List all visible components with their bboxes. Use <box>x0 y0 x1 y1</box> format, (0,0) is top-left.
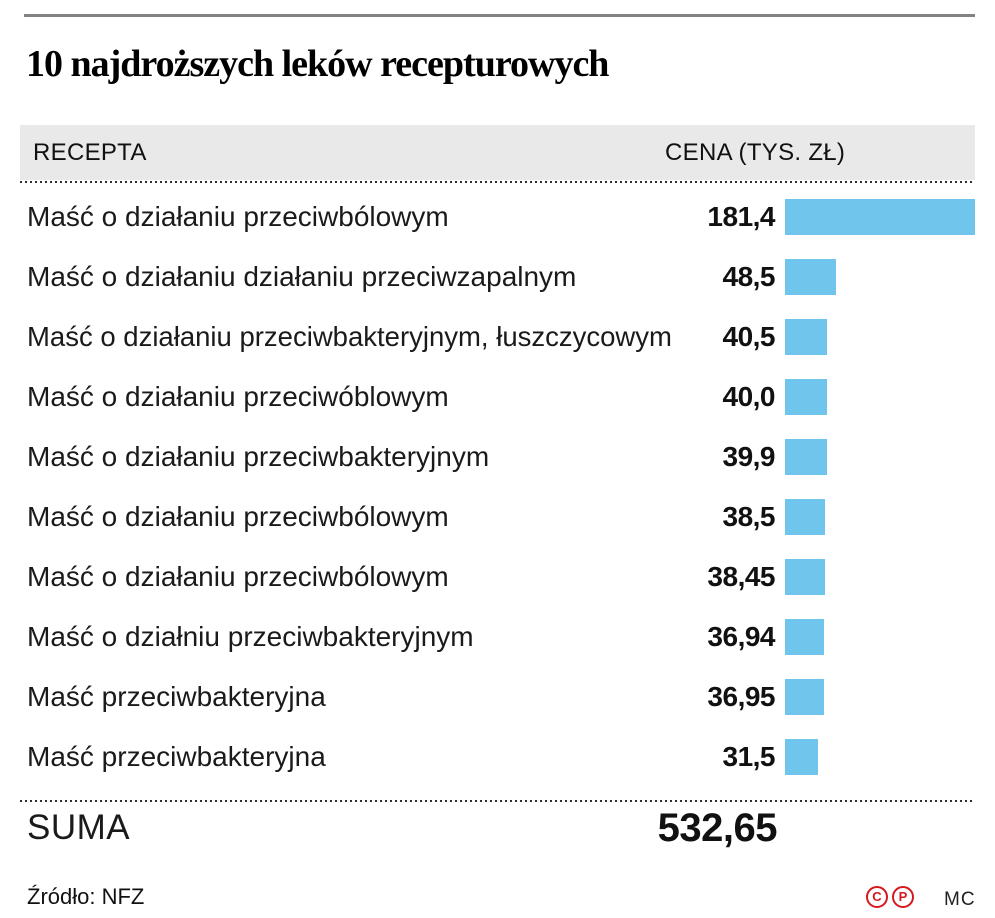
table-row: Maść o działaniu działaniu przeciwzapaln… <box>20 247 975 307</box>
row-value: 40,0 <box>722 381 776 412</box>
source-text: Źródło: NFZ <box>27 884 145 909</box>
row-bar <box>785 379 827 415</box>
table-row: Maść o działaniu przeciwbakteryjnym 39,9 <box>20 427 975 487</box>
row-value: 38,5 <box>722 501 776 532</box>
table-row: Maść o działaniu przeciwbólowym 38,5 <box>20 487 975 547</box>
row-bar <box>785 559 825 595</box>
row-label: Maść o działaniu przeciwóblowym <box>27 381 449 412</box>
column-header-recepta: RECEPTA <box>33 138 147 166</box>
copyright-badges: C P <box>866 886 914 908</box>
copyright-c-icon: C <box>866 886 888 908</box>
row-value: 38,45 <box>707 561 775 592</box>
table-row: Maść przeciwbakteryjna 31,5 <box>20 727 975 787</box>
row-label: Maść o działaniu przeciwbólowym <box>27 561 449 592</box>
chart-title: 10 najdroższych leków recepturowych <box>26 43 609 85</box>
table-row: Maść o działaniu przeciwóblowym 40,0 <box>20 367 975 427</box>
row-bar <box>785 439 827 475</box>
row-bar <box>785 199 975 235</box>
row-label: Maść przeciwbakteryjna <box>27 741 326 772</box>
row-value: 39,9 <box>722 441 776 472</box>
row-label: Maść o działaniu przeciwbakteryjnym, łus… <box>27 321 672 352</box>
suma-divider <box>20 800 975 802</box>
row-label: Maść o działaniu przeciwbólowym <box>27 201 449 232</box>
row-bar <box>785 259 836 295</box>
copyright-p-icon: P <box>892 886 914 908</box>
row-value: 48,5 <box>722 261 776 292</box>
column-header-cena: CENA (TYS. ZŁ) <box>665 138 846 166</box>
author-credit: MC <box>944 889 976 910</box>
table-row: Maść o działaniu przeciwbólowym 38,45 <box>20 547 975 607</box>
table-row: Maść o działaniu przeciwbakteryjnym, łus… <box>20 307 975 367</box>
row-label: Maść o działaniu przeciwbakteryjnym <box>27 441 490 472</box>
suma-value: 532,65 <box>657 806 778 850</box>
suma-label: SUMA <box>27 808 131 847</box>
rows-container: Maść o działaniu przeciwbólowym 181,4 Maść… <box>20 187 975 787</box>
row-bar <box>785 499 825 535</box>
header-divider <box>20 181 975 183</box>
top-rule <box>24 14 975 17</box>
row-value: 40,5 <box>722 321 776 352</box>
table-row: Maść o działniu przeciwbakteryjnym 36,94 <box>20 607 975 667</box>
table-header: RECEPTA CENA (TYS. ZŁ) <box>20 125 975 180</box>
row-label: Maść przeciwbakteryjna <box>27 681 326 712</box>
row-label: Maść o działaniu działaniu przeciwzapaln… <box>27 261 577 292</box>
row-bar <box>785 739 818 775</box>
row-value: 31,5 <box>722 741 776 772</box>
row-value: 36,94 <box>707 621 775 652</box>
row-label: Maść o działniu przeciwbakteryjnym <box>27 621 474 652</box>
row-bar <box>785 619 824 655</box>
table-row: Maść przeciwbakteryjna 36,95 <box>20 667 975 727</box>
row-value: 36,95 <box>707 681 775 712</box>
row-label: Maść o działaniu przeciwbólowym <box>27 501 449 532</box>
row-bar <box>785 319 827 355</box>
row-value: 181,4 <box>707 201 775 232</box>
row-bar <box>785 679 824 715</box>
table-row: Maść o działaniu przeciwbólowym 181,4 <box>20 187 975 247</box>
